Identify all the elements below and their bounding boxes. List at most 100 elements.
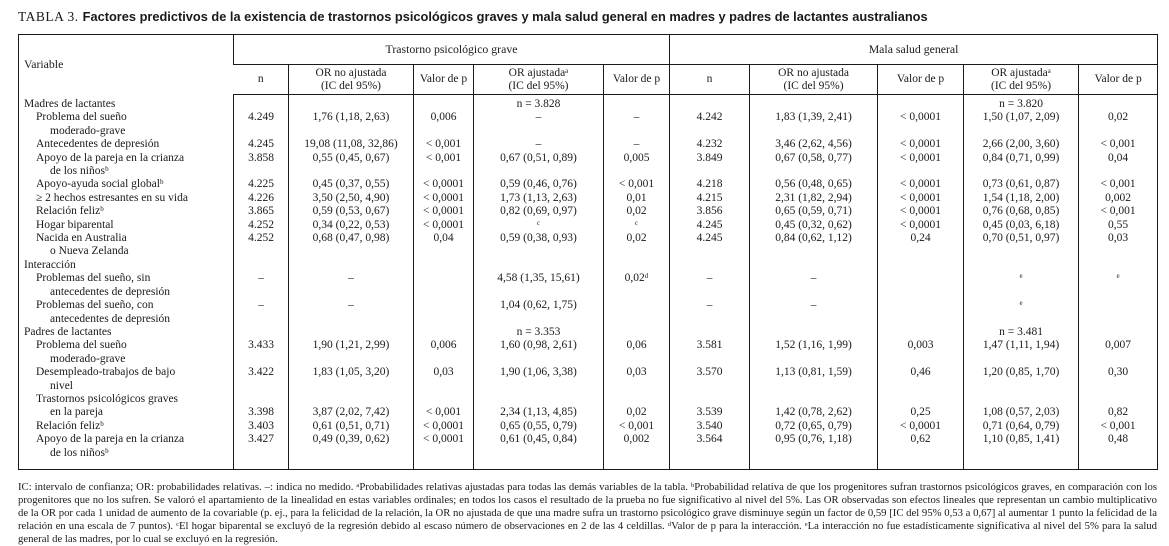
table-cell — [963, 392, 1079, 407]
table-cell: 1,04 (0,62, 1,75) — [473, 299, 604, 313]
table-cell — [473, 285, 604, 300]
column-header-pvalue-2: Valor de p — [602, 64, 670, 95]
table-row: Trastornos psicológicos graves — [19, 392, 1158, 407]
table-cell: < 0,001 — [602, 178, 670, 192]
table-cell: < 0,0001 — [877, 218, 964, 233]
table-cell — [288, 392, 414, 407]
table-cell: 1,76 (1,18, 2,63) — [288, 111, 414, 125]
table-cell: < 0,001 — [602, 419, 670, 434]
table-cell — [1078, 94, 1158, 112]
table-cell — [963, 245, 1079, 259]
table-cell: 0,25 — [877, 406, 964, 420]
table-cell: 4.245 — [233, 138, 289, 152]
table-cell: 1,50 (1,07, 2,09) — [963, 111, 1079, 125]
table-cell: 3.570 — [669, 366, 750, 380]
table-cell: 1,90 (1,21, 2,99) — [288, 339, 414, 353]
table-cell — [669, 258, 750, 273]
table-cell: 0,006 — [413, 339, 474, 353]
table-cell: < 0,0001 — [877, 205, 964, 219]
row-label: Problemas del sueño, con — [36, 299, 154, 312]
table-cell: 3.564 — [669, 433, 750, 447]
table-cell: – — [669, 299, 750, 313]
table-cell: 4.249 — [233, 111, 289, 125]
table-cell — [413, 245, 474, 259]
row-label: de los niñosᵇ — [50, 446, 109, 459]
table-cell: < 0,0001 — [413, 433, 474, 447]
table-cell: 0,73 (0,61, 0,87) — [963, 178, 1079, 192]
table-cell — [749, 258, 878, 273]
table-body: Madres de lactantes n = 3.828 n = 3.820 Pro… — [19, 94, 1158, 470]
table-cell: – — [749, 272, 878, 286]
table-cell — [669, 352, 750, 367]
table-cell — [413, 379, 474, 393]
table-cell: 0,007 — [1078, 339, 1158, 353]
table-cell — [288, 352, 414, 367]
row-label: Relación felizᵇ — [36, 419, 104, 432]
column-header-n-2: n — [669, 64, 750, 95]
spacer-cell — [473, 459, 604, 470]
table-cell: 4.252 — [233, 232, 289, 246]
table-cell: < 0,0001 — [877, 151, 964, 166]
table-cell: ᵉ — [963, 272, 1079, 286]
table-cell: n = 3.353 — [473, 325, 604, 340]
table-cell: 4,58 (1,35, 15,61) — [473, 272, 604, 286]
row-label: ≥ 2 hechos estresantes en su vida — [36, 191, 188, 204]
table-cell: 0,006 — [413, 111, 474, 125]
table-cell: 3,50 (2,50, 4,90) — [288, 191, 414, 206]
column-header-pvalue-4: Valor de p — [1078, 64, 1158, 95]
row-label: Relación felizᵇ — [36, 205, 104, 218]
table-cell — [877, 352, 964, 367]
table-cell — [233, 285, 289, 300]
table-cell — [1078, 245, 1158, 259]
table-cell: 0,95 (0,76, 1,18) — [749, 433, 878, 447]
table-row: Interacción — [19, 258, 1158, 273]
table-cell: 0,45 (0,37, 0,55) — [288, 178, 414, 192]
table-cell: 3.427 — [233, 433, 289, 447]
table-cell — [877, 446, 964, 460]
spacer-cell — [19, 460, 234, 470]
table-cell — [413, 165, 474, 179]
table-cell: – — [233, 272, 289, 286]
column-header-or-unadjusted-1: OR no ajustada (IC del 95%) — [288, 64, 414, 95]
table-cell — [602, 446, 670, 460]
column-header-pvalue-1: Valor de p — [413, 64, 474, 95]
table-cell: 4.215 — [669, 191, 750, 206]
table-cell — [288, 325, 414, 340]
table-cell: 0,55 (0,45, 0,67) — [288, 151, 414, 166]
table-cell — [1078, 299, 1158, 313]
table-cell — [877, 245, 964, 259]
table-cell: 3.856 — [669, 205, 750, 219]
row-label: moderado-grave — [50, 352, 126, 365]
table-cell: 0,24 — [877, 232, 964, 246]
table-cell: 0,48 — [1078, 433, 1158, 447]
table-cell: 0,62 — [877, 433, 964, 447]
table-cell — [288, 312, 414, 326]
row-label: Hogar biparental — [36, 218, 114, 231]
table-cell: 3,46 (2,62, 4,56) — [749, 138, 878, 152]
table-cell — [233, 379, 289, 393]
table-cell: 2,66 (2,00, 3,60) — [963, 138, 1079, 152]
table-cell: < 0,001 — [413, 151, 474, 166]
table-cell — [877, 124, 964, 139]
table-cell — [473, 165, 604, 179]
table-cell — [473, 379, 604, 393]
table-cell: 0,005 — [602, 151, 670, 166]
table-cell: – — [602, 138, 670, 152]
row-label: antecedentes de depresión — [50, 285, 171, 298]
table-cell: 0,04 — [413, 232, 474, 246]
row-label: de los niñosᵇ — [50, 165, 109, 178]
table-footnote: IC: intervalo de confianza; OR: probabil… — [18, 480, 1157, 545]
spacer-cell — [413, 459, 474, 470]
table-cell: 2,34 (1,13, 4,85) — [473, 406, 604, 420]
table-row: Madres de lactantes n = 3.828 n = 3.820 — [19, 94, 1158, 112]
row-label: en la pareja — [50, 406, 103, 419]
table-cell — [1078, 325, 1158, 340]
table-cell — [233, 352, 289, 367]
table-cell: 0,02 — [602, 205, 670, 219]
row-label: nivel — [50, 379, 73, 392]
table-cell — [669, 124, 750, 139]
table-cell: 0,02ᵈ — [602, 272, 670, 286]
table-cell: 3.398 — [233, 406, 289, 420]
row-label: Apoyo-ayuda social globalᵇ — [36, 178, 164, 191]
table-cell — [669, 312, 750, 326]
